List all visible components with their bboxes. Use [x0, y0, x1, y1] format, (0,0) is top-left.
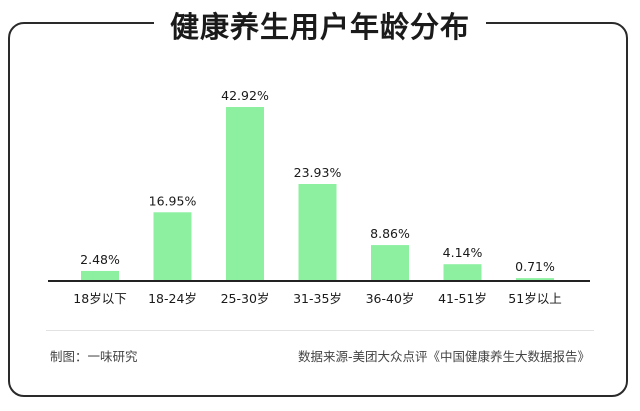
x-tick-label: 36-40岁 [366, 291, 415, 306]
data-label: 8.86% [370, 226, 410, 241]
x-tick-label: 51岁以上 [508, 291, 561, 306]
data-label: 16.95% [149, 193, 197, 208]
x-tick-label: 18-24岁 [148, 291, 197, 306]
x-tick-label: 18岁以下 [73, 291, 126, 306]
bar [153, 212, 192, 281]
bar [443, 264, 482, 281]
chart-credit: 制图：一味研究 [50, 349, 138, 364]
x-tick-label: 31-35岁 [293, 291, 342, 306]
x-tick-label: 41-51岁 [438, 291, 487, 306]
chart-title: 健康养生用户年龄分布 [153, 4, 486, 46]
bar [81, 270, 119, 281]
x-tick-label: 25-30岁 [221, 291, 270, 306]
title-wrap: 健康养生用户年龄分布 [0, 0, 640, 50]
bar [516, 278, 554, 281]
bar [371, 245, 409, 281]
footer-divider [46, 330, 594, 331]
data-label: 23.93% [294, 165, 342, 180]
data-label: 42.92% [221, 88, 269, 103]
data-label: 2.48% [80, 252, 120, 267]
bar [298, 183, 337, 281]
data-label: 4.14% [443, 245, 483, 260]
bar [226, 107, 264, 281]
data-source: 数据来源-美团大众点评《中国健康养生大数据报告》 [297, 349, 590, 364]
data-label: 0.71% [515, 259, 555, 274]
